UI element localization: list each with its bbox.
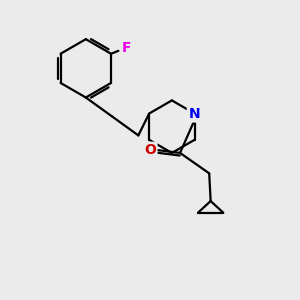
Text: O: O: [144, 143, 156, 157]
Text: F: F: [121, 41, 131, 55]
Text: N: N: [189, 106, 200, 121]
